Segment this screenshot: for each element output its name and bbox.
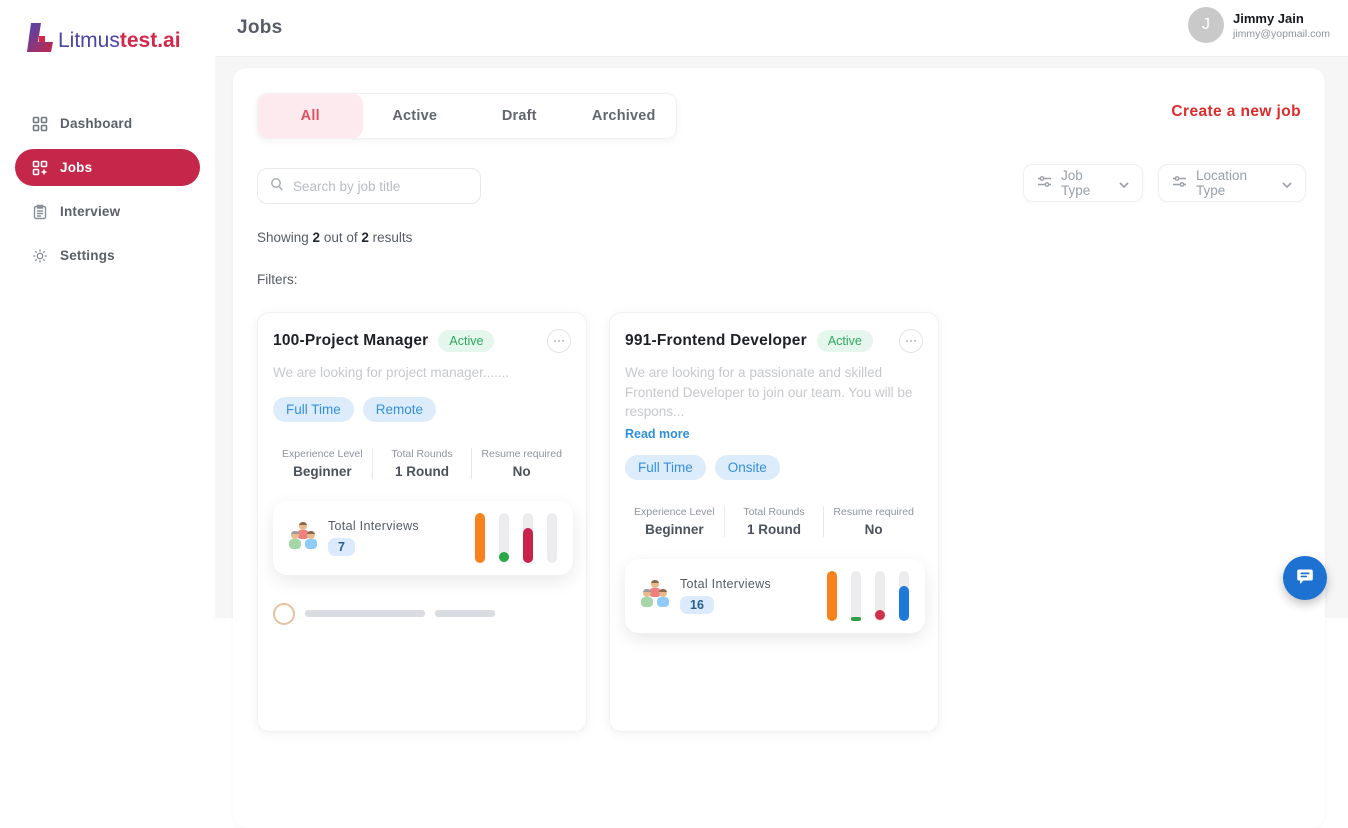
job-search — [257, 168, 481, 204]
search-input[interactable] — [293, 178, 463, 194]
card-menu-button[interactable] — [547, 329, 571, 353]
interview-bars-chart — [475, 512, 557, 563]
avatar[interactable]: J — [1187, 7, 1224, 43]
job-description: We are looking for a passionate and skil… — [625, 365, 913, 420]
location-type-filter[interactable]: Location Type — [1158, 164, 1306, 202]
people-group-icon — [639, 578, 671, 613]
stat-label: Resume required — [481, 447, 562, 460]
interview-bars-chart — [827, 570, 909, 621]
tab-archived[interactable]: Archived — [591, 108, 656, 124]
user-email: jimmy@yopmail.com — [1232, 27, 1330, 40]
sidebar-item-label: Settings — [60, 248, 115, 263]
status-badge: Active — [816, 330, 873, 352]
total-interviews-panel: Total Interviews 16 — [625, 558, 925, 633]
sidebar-item-jobs[interactable]: Jobs — [15, 149, 200, 186]
search-icon — [270, 177, 284, 196]
sidebar-item-dashboard[interactable]: Dashboard — [15, 105, 200, 142]
total-interviews-label: Total Interviews — [680, 577, 771, 592]
job-stats: Experience Level Beginner Total Rounds 1 R… — [273, 447, 571, 479]
stat-value: Beginner — [645, 521, 704, 537]
tab-all[interactable]: All — [258, 94, 363, 138]
chevron-down-icon — [1282, 176, 1292, 191]
filters-label: Filters: — [257, 272, 298, 287]
user-meta: Jimmy Jain jimmy@yopmail.com — [1233, 11, 1330, 40]
clipboard-icon — [31, 203, 48, 220]
top-header: Jobs J Jimmy Jain jimmy@yopmail.com — [215, 0, 1348, 57]
job-stats: Experience Level Beginner Total Rounds 1 R… — [625, 505, 923, 537]
job-type-tag: Full Time — [273, 396, 354, 422]
location-tag: Onsite — [714, 454, 780, 480]
tab-draft[interactable]: Draft — [501, 108, 537, 124]
stat-value: 1 Round — [395, 463, 449, 479]
interview-count-badge: 16 — [680, 596, 714, 615]
page-title: Jobs — [237, 17, 283, 38]
sidebar-item-interview[interactable]: Interview — [15, 193, 200, 230]
logo-text: Litmustest.ai — [58, 28, 181, 52]
chat-button[interactable] — [1283, 556, 1327, 600]
clipped-next-section — [273, 602, 571, 625]
results-count: Showing 2 out of 2 results — [257, 230, 413, 245]
job-description: We are looking for project manager......… — [273, 365, 510, 380]
create-new-job-button[interactable]: Create a new job — [1171, 103, 1301, 120]
sliders-icon — [1037, 174, 1052, 192]
app-logo[interactable]: Litmustest.ai — [22, 20, 215, 61]
total-interviews-label: Total Interviews — [328, 519, 419, 534]
stat-value: 1 Round — [747, 521, 801, 537]
job-type-tag: Full Time — [625, 454, 706, 480]
grid-icon — [31, 115, 48, 132]
sidebar-item-label: Interview — [60, 204, 121, 219]
tab-active[interactable]: Active — [392, 108, 438, 124]
stat-label: Total Rounds — [391, 447, 453, 460]
stat-label: Total Rounds — [743, 505, 805, 518]
sidebar-item-label: Jobs — [60, 160, 93, 175]
job-title: 991-Frontend Developer — [625, 332, 807, 349]
jobs-panel: All Active Draft Archived Create a new j… — [233, 68, 1325, 828]
job-type-filter[interactable]: Job Type — [1023, 164, 1143, 202]
clipped-icon — [273, 602, 295, 625]
grid-plus-icon — [31, 159, 48, 176]
stat-value: Beginner — [293, 463, 352, 479]
filter-label: Job Type — [1061, 168, 1091, 198]
total-interviews-panel: Total Interviews 7 — [273, 500, 573, 575]
job-card-frontend-developer: 991-Frontend Developer Active We are loo… — [609, 312, 939, 732]
read-more-link[interactable]: Read more — [625, 426, 690, 441]
stat-value: No — [864, 521, 883, 537]
jobs-tab-bar: All Active Draft Archived — [257, 93, 677, 139]
interview-count-badge: 7 — [328, 538, 355, 557]
filter-label: Location Type — [1196, 168, 1248, 198]
sidebar: Litmustest.ai Dashboard Jobs — [0, 0, 215, 618]
sidebar-nav: Dashboard Jobs Interview — [0, 105, 215, 281]
job-cards: 100-Project Manager Active We are lookin… — [257, 312, 939, 732]
stat-label: Experience Level — [282, 447, 363, 460]
user-menu[interactable]: J Jimmy Jain jimmy@yopmail.com — [1187, 7, 1330, 43]
stat-label: Resume required — [833, 505, 914, 518]
job-title: 100-Project Manager — [273, 332, 429, 349]
sliders-icon — [1172, 174, 1187, 192]
sidebar-item-label: Dashboard — [60, 116, 133, 131]
card-menu-button[interactable] — [899, 329, 923, 353]
chat-bubble-icon — [1295, 566, 1315, 591]
job-card-project-manager: 100-Project Manager Active We are lookin… — [257, 312, 587, 732]
people-group-icon — [287, 520, 319, 555]
status-badge: Active — [438, 330, 495, 352]
stat-label: Experience Level — [634, 505, 715, 518]
gear-icon — [31, 247, 48, 264]
stat-value: No — [512, 463, 531, 479]
content-area: All Active Draft Archived Create a new j… — [215, 57, 1348, 828]
logo-icon — [22, 20, 56, 61]
sidebar-item-settings[interactable]: Settings — [15, 237, 200, 274]
location-tag: Remote — [362, 396, 437, 422]
chevron-down-icon — [1119, 176, 1129, 191]
user-name: Jimmy Jain — [1232, 10, 1304, 26]
